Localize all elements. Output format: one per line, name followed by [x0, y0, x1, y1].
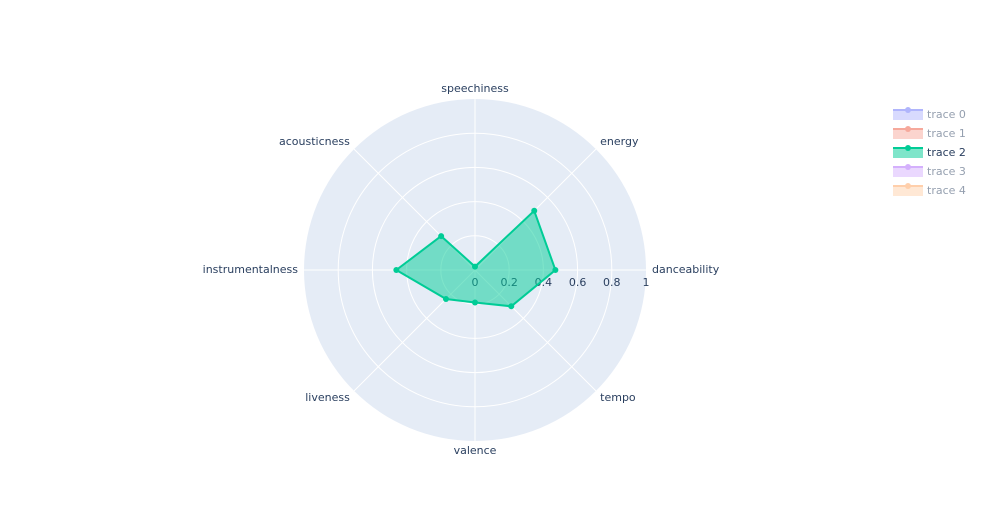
radar-point — [531, 207, 538, 214]
radial-tick-label: 0.8 — [603, 276, 621, 289]
legend-swatch — [893, 186, 923, 196]
legend-label: trace 0 — [927, 108, 966, 121]
legend-marker — [905, 183, 911, 189]
legend-marker — [905, 164, 911, 170]
legend-label: trace 1 — [927, 127, 966, 140]
legend-swatch — [893, 110, 923, 120]
radar-point — [508, 303, 515, 310]
radar-point — [393, 267, 400, 273]
radar-point — [552, 267, 559, 273]
category-label: liveness — [305, 391, 350, 404]
legend-label: trace 4 — [927, 184, 966, 197]
legend-item[interactable]: trace 2 — [893, 145, 966, 159]
radar-point — [472, 263, 478, 270]
legend-marker — [905, 126, 911, 132]
category-label: danceability — [652, 263, 720, 276]
legend-label: trace 3 — [927, 165, 966, 178]
radar-point — [438, 233, 445, 240]
category-label: instrumentalness — [203, 263, 299, 276]
category-label: tempo — [600, 391, 636, 404]
legend-swatch — [893, 167, 923, 177]
radial-tick-label: 0.6 — [569, 276, 587, 289]
radar-point — [442, 296, 449, 303]
category-label: speechiness — [441, 82, 509, 95]
category-label: acousticness — [279, 135, 350, 148]
category-label: energy — [600, 135, 639, 148]
legend-item[interactable]: trace 3 — [893, 164, 966, 178]
legend-swatch — [893, 148, 923, 158]
legend-item[interactable]: trace 0 — [893, 107, 966, 121]
legend-swatch — [893, 129, 923, 139]
legend-label: trace 2 — [927, 146, 966, 159]
radial-tick-label: 1 — [643, 276, 650, 289]
legend-marker — [905, 145, 911, 151]
legend-marker — [905, 107, 911, 113]
legend-item[interactable]: trace 1 — [893, 126, 966, 140]
category-label: valence — [454, 444, 497, 457]
radar-point — [472, 299, 478, 306]
legend-item[interactable]: trace 4 — [893, 183, 966, 197]
